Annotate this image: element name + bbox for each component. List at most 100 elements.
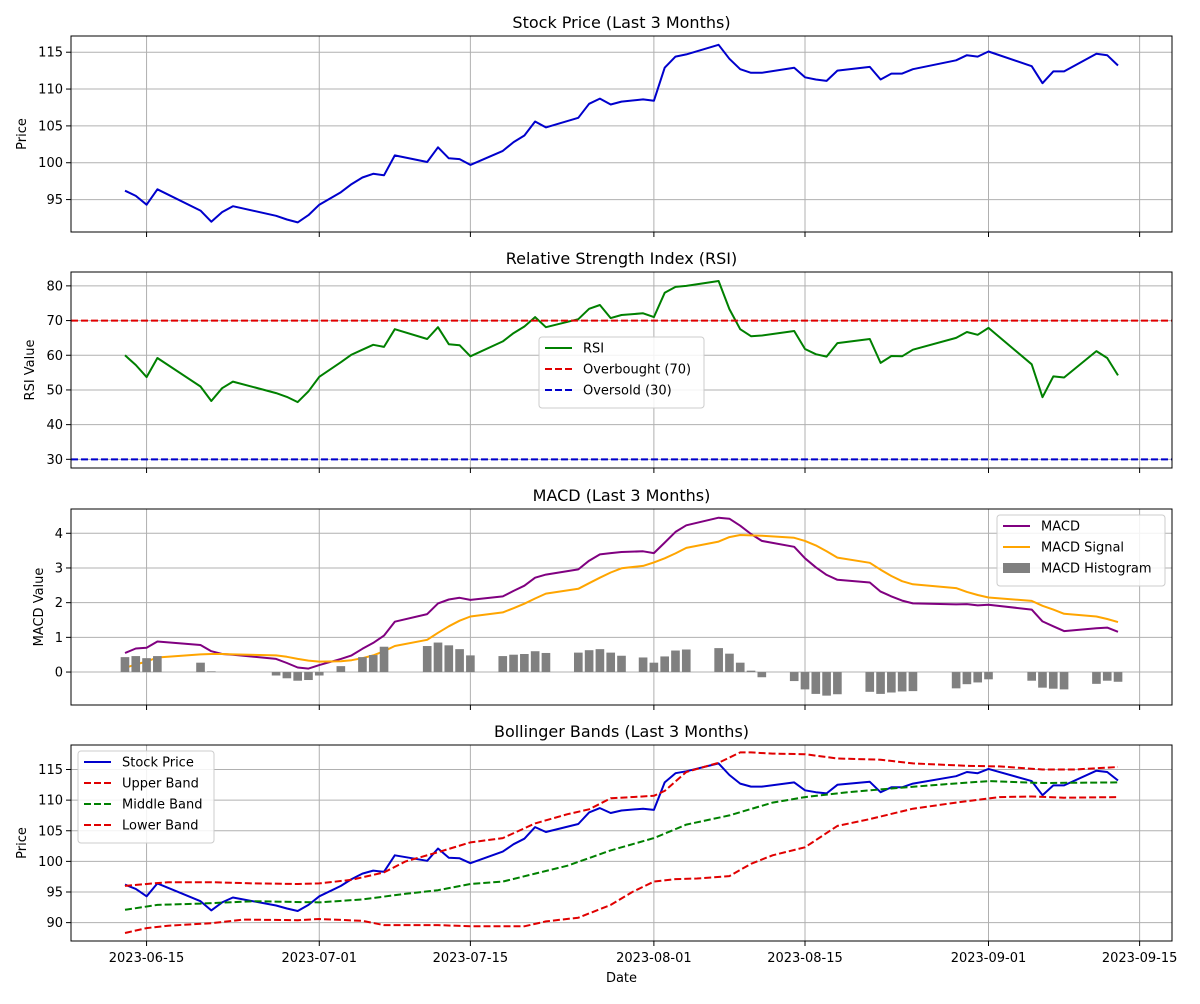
histogram-bar	[120, 657, 130, 673]
x-tick-label: 2023-08-15	[767, 951, 843, 966]
x-tick-label: 2023-07-15	[433, 951, 509, 966]
panel-2: 30 40 50 60 70 80 Relative Strength Index (RSI…	[23, 249, 1173, 473]
series-line-rsi	[124, 280, 1119, 404]
plot-area	[71, 280, 1172, 461]
histogram-bar	[422, 646, 432, 673]
histogram-bar	[1102, 672, 1112, 681]
plot-area	[120, 516, 1123, 696]
x-tick-label: 2023-08-01	[616, 951, 692, 966]
y-tick-label: 2	[55, 596, 63, 611]
y-tick-label: 95	[46, 886, 63, 901]
histogram-bar	[379, 646, 389, 673]
histogram-bar	[358, 657, 367, 673]
x-tick-label: 2023-07-01	[281, 951, 357, 966]
legend-label: Oversold (30)	[583, 384, 672, 399]
x-tick-label: 2023-09-15	[1102, 951, 1178, 966]
y-tick-label: 110	[38, 83, 63, 98]
y-tick-label: 1	[55, 631, 63, 646]
histogram-bar	[433, 642, 443, 673]
plot-area	[124, 751, 1119, 934]
series-line-lower	[124, 795, 1119, 934]
legend-label: RSI	[583, 342, 604, 357]
histogram-bar	[455, 649, 464, 673]
series-line-middle	[124, 780, 1119, 911]
panel-title: Bollinger Bands (Last 3 Months)	[494, 722, 749, 741]
histogram-bar	[725, 653, 734, 673]
y-tick-label: 50	[46, 383, 63, 398]
y-tick-label: 100	[38, 855, 63, 870]
histogram-bar	[541, 652, 551, 673]
histogram-bar	[131, 656, 141, 673]
legend-label: Overbought (70)	[583, 363, 691, 378]
histogram-bar	[887, 672, 896, 693]
axes-frame	[70, 35, 1173, 233]
legend: MACD MACD Signal MACD Histogram	[996, 514, 1166, 587]
axes-frame	[70, 508, 1173, 706]
legend-box	[77, 750, 215, 844]
series-line-price	[124, 43, 1119, 224]
histogram-bar	[368, 655, 378, 673]
legend-swatch	[1003, 563, 1030, 573]
x-tick-label: 2023-09-01	[951, 951, 1027, 966]
y-tick-label: 70	[46, 314, 63, 329]
series-line-macd	[124, 516, 1119, 670]
histogram-bar	[606, 652, 616, 673]
panel-title: Relative Strength Index (RSI)	[506, 249, 738, 268]
histogram-bar	[142, 658, 151, 673]
histogram-bar	[466, 655, 475, 673]
series-line-signal	[124, 534, 1119, 669]
histogram-bar	[207, 671, 216, 673]
x-axis-label: Date	[606, 971, 637, 986]
histogram-bar	[1048, 672, 1058, 689]
legend-label: Stock Price	[122, 756, 194, 771]
legend-label: MACD Signal	[1041, 541, 1124, 556]
y-tick-label: 110	[38, 794, 63, 809]
histogram-bar	[649, 662, 659, 673]
histogram-bar	[153, 656, 162, 673]
y-tick-label: 115	[38, 763, 63, 778]
histogram-bar	[617, 655, 626, 673]
legend-box	[538, 336, 705, 409]
panel-1: 95 100 105 110 115 Stock Price (Last 3 Months…	[15, 13, 1173, 237]
histogram-bar	[1092, 672, 1101, 684]
plot-area	[124, 43, 1119, 224]
histogram-bar	[833, 672, 842, 695]
histogram-bar	[681, 649, 691, 673]
legend-label: MACD	[1041, 520, 1080, 535]
axes-frame	[70, 271, 1173, 469]
histogram-bar	[498, 656, 508, 673]
histogram-bar	[822, 672, 831, 696]
y-tick-label: 105	[38, 824, 63, 839]
legend-label: MACD Histogram	[1041, 562, 1152, 577]
panel-4: 2023-06-15 2023-07-01 2023-07-15 2023-08-01…	[15, 722, 1177, 986]
histogram-bar	[520, 654, 529, 673]
y-axis-label: MACD Value	[32, 568, 47, 647]
histogram-bar	[584, 650, 594, 673]
histogram-bar	[336, 666, 346, 673]
panel-title: Stock Price (Last 3 Months)	[512, 13, 730, 32]
histogram-bar	[951, 672, 961, 689]
y-tick-label: 30	[46, 453, 63, 468]
histogram-bar	[1027, 672, 1036, 681]
histogram-bar	[973, 672, 983, 683]
axes-frame	[70, 744, 1173, 942]
legend-label: Lower Band	[122, 819, 198, 834]
histogram-bar	[444, 645, 454, 673]
histogram-bar	[984, 672, 993, 680]
histogram-bar	[876, 672, 885, 694]
y-axis-label: Price	[15, 118, 30, 150]
histogram-bar	[595, 649, 605, 673]
histogram-bar	[196, 662, 205, 673]
y-tick-label: 3	[55, 561, 63, 576]
legend-box	[996, 514, 1166, 587]
y-tick-label: 95	[46, 193, 63, 208]
histogram-bar	[671, 650, 680, 673]
legend: Stock Price Upper Band Middle Band Lower Ba…	[77, 750, 215, 844]
histogram-bar	[304, 672, 313, 681]
y-tick-label: 105	[38, 119, 63, 134]
histogram-bar	[865, 672, 875, 692]
legend: RSI Overbought (70) Oversold (30)	[538, 336, 705, 409]
histogram-bar	[962, 672, 972, 685]
